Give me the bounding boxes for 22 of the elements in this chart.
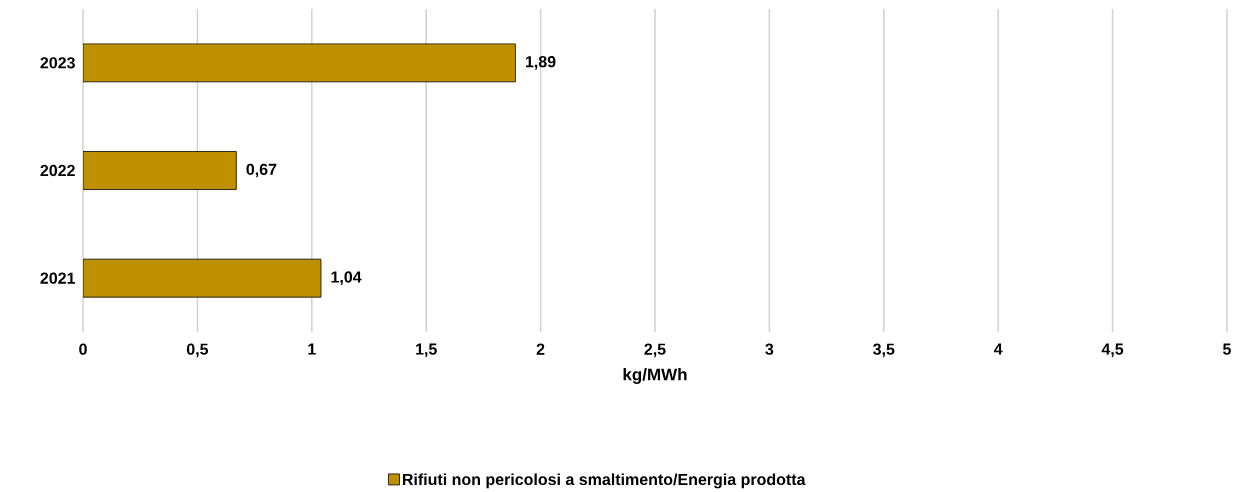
legend-label: Rifiuti non pericolosi a smaltimento/Energia prodotta	[402, 473, 806, 489]
x-tick-label: 4,5	[1101, 343, 1124, 358]
bar	[83, 43, 516, 83]
x-tick-label: 0	[79, 343, 87, 355]
x-tick-label: 3	[765, 343, 774, 355]
data-label: 1,89	[525, 56, 556, 70]
bar	[83, 151, 237, 190]
x-tick-label: 1,5	[416, 343, 437, 358]
x-axis-title: kg/MWh	[623, 368, 687, 384]
x-tick-label: 0,5	[186, 343, 209, 358]
x-tick-label: 5	[1222, 343, 1231, 355]
data-label: 0,67	[246, 163, 277, 178]
y-tick-label: 2021	[40, 272, 76, 284]
y-tick-label: 2022	[40, 164, 75, 177]
bar	[83, 258, 322, 298]
data-label: 1,04	[331, 271, 362, 285]
x-tick-label: 4	[993, 343, 1003, 355]
y-tick-label: 2023	[40, 57, 75, 69]
x-tick-label: 1	[308, 343, 316, 355]
x-tick-label: 2	[536, 343, 545, 355]
x-tick-label: 2,5	[644, 343, 666, 358]
x-tick-label: 3,5	[873, 343, 895, 358]
